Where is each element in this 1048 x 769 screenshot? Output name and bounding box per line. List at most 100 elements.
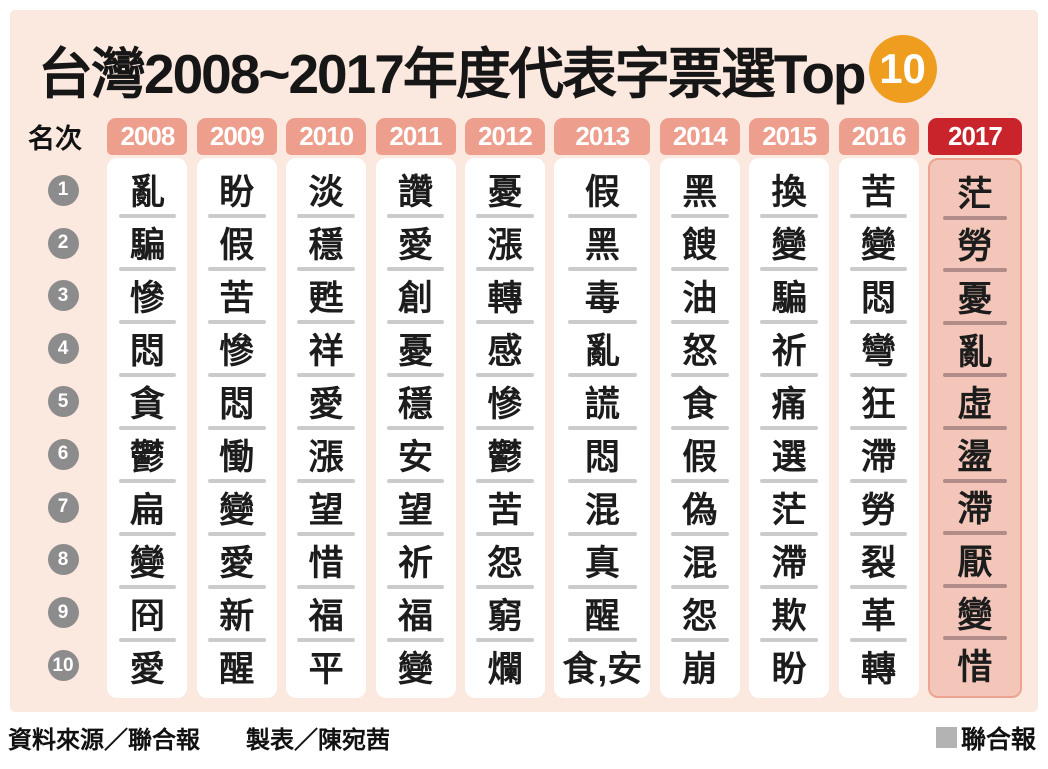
char-cell-2014-rank5: 食 xyxy=(660,375,740,430)
char-cell-2012-rank9: 窮 xyxy=(465,587,545,642)
char-cell-2011-rank8: 祈 xyxy=(376,534,456,589)
ranking-table: 名次 1 2 3 4 5 6 7 8 9 10 2008 亂騙慘悶貪鬱扁變冏愛 2009 盼假苦慘悶慟變… xyxy=(28,118,1022,698)
char-cell-2017-rank4: 亂 xyxy=(930,323,1020,377)
char-cell-2015-rank10: 盼 xyxy=(771,650,807,689)
char-cell-2015-rank7: 茫 xyxy=(749,481,829,536)
char-cell-2014-rank1: 黑 xyxy=(660,163,740,218)
char-cell-2016-rank1: 苦 xyxy=(839,163,919,218)
char-cell-2014-rank9: 怨 xyxy=(660,587,740,642)
rank-badge-2: 2 xyxy=(47,227,79,259)
char-cell-2012-rank7: 苦 xyxy=(465,481,545,536)
char-cell-2014-rank10: 崩 xyxy=(682,650,718,689)
char-cell-2011-rank5: 穩 xyxy=(376,375,456,430)
rank-badge-4: 4 xyxy=(47,333,79,365)
char-cell-2013-rank7: 混 xyxy=(554,481,650,536)
title-row: 台灣2008~2017年度代表字票選Top 10 xyxy=(38,32,1022,106)
credit-text: 製表／陳宛茜 xyxy=(246,727,390,754)
char-cell-2011-rank1: 讚 xyxy=(376,163,456,218)
char-cell-2015-rank4: 祈 xyxy=(749,322,829,377)
char-cell-2009-rank9: 新 xyxy=(197,587,277,642)
char-cell-2013-rank5: 謊 xyxy=(554,375,650,430)
char-cell-2008-rank6: 鬱 xyxy=(107,428,187,483)
char-cell-2009-rank4: 慘 xyxy=(197,322,277,377)
char-cell-2008-rank8: 變 xyxy=(107,534,187,589)
rank-cell: 2 xyxy=(28,217,98,270)
char-cell-2014-rank8: 混 xyxy=(660,534,740,589)
year-card-2014: 黑餿油怒食假偽混怨崩 xyxy=(659,158,740,698)
top10-badge: 10 xyxy=(868,35,937,103)
char-cell-2010-rank3: 甦 xyxy=(286,269,366,324)
char-cell-2016-rank10: 轉 xyxy=(861,650,897,689)
char-cell-2017-rank5: 虛 xyxy=(930,375,1020,430)
year-card-2011: 讚愛創憂穩安望祈福變 xyxy=(375,158,456,698)
char-cell-2015-rank1: 換 xyxy=(749,163,829,218)
year-card-2012: 憂漲轉感慘鬱苦怨窮爛 xyxy=(464,158,545,698)
char-cell-2013-rank6: 悶 xyxy=(554,428,650,483)
char-cell-2010-rank4: 祥 xyxy=(286,322,366,377)
rank-badge-8: 8 xyxy=(47,544,79,576)
char-cell-2013-rank1: 假 xyxy=(554,163,650,218)
rank-header: 名次 xyxy=(28,124,82,154)
year-tab-2010: 2010 xyxy=(286,118,367,155)
char-cell-2016-rank6: 滯 xyxy=(839,428,919,483)
char-cell-2012-rank10: 爛 xyxy=(487,650,523,689)
char-cell-2013-rank4: 亂 xyxy=(554,322,650,377)
char-cell-2010-rank5: 愛 xyxy=(286,375,366,430)
char-cell-2010-rank9: 福 xyxy=(286,587,366,642)
char-cell-2017-rank2: 勞 xyxy=(930,218,1020,272)
char-cell-2015-rank2: 變 xyxy=(749,216,829,271)
brand-square-icon xyxy=(935,727,957,748)
char-cell-2010-rank6: 漲 xyxy=(286,428,366,483)
char-cell-2016-rank4: 彎 xyxy=(839,322,919,377)
year-column-2015: 2015 換變騙祈痛選茫滯欺盼 xyxy=(749,118,830,698)
char-cell-2017-rank3: 憂 xyxy=(930,270,1020,325)
rank-cell: 6 xyxy=(28,428,98,481)
char-cell-2012-rank8: 怨 xyxy=(465,534,545,589)
footer: 資料來源／聯合報 製表／陳宛茜 聯合報 xyxy=(0,712,1048,769)
char-cell-2010-rank1: 淡 xyxy=(286,163,366,218)
year-card-2017: 茫勞憂亂虛盪滯厭變惜 xyxy=(927,158,1022,698)
char-cell-2008-rank5: 貪 xyxy=(107,375,187,430)
rank-badge-5: 5 xyxy=(47,386,79,418)
rank-badge-10: 10 xyxy=(47,650,79,682)
char-cell-2011-rank7: 望 xyxy=(376,481,456,536)
year-column-2017: 2017 茫勞憂亂虛盪滯厭變惜 xyxy=(927,118,1022,698)
char-cell-2013-rank9: 醒 xyxy=(554,587,650,642)
char-cell-2012-rank2: 漲 xyxy=(465,216,545,271)
char-cell-2015-rank8: 滯 xyxy=(749,534,829,589)
year-card-2008: 亂騙慘悶貪鬱扁變冏愛 xyxy=(107,158,188,698)
year-card-2013: 假黑毒亂謊悶混真醒食,安 xyxy=(554,158,651,698)
char-cell-2009-rank5: 悶 xyxy=(197,375,277,430)
rank-cell: 7 xyxy=(28,481,98,534)
year-tab-2014: 2014 xyxy=(659,118,740,155)
year-tab-2008: 2008 xyxy=(107,118,188,155)
year-column-2008: 2008 亂騙慘悶貪鬱扁變冏愛 xyxy=(107,118,188,698)
char-cell-2010-rank2: 穩 xyxy=(286,216,366,271)
char-cell-2013-rank8: 真 xyxy=(554,534,650,589)
char-cell-2011-rank9: 福 xyxy=(376,587,456,642)
char-cell-2016-rank9: 革 xyxy=(839,587,919,642)
char-cell-2016-rank7: 勞 xyxy=(839,481,919,536)
char-cell-2011-rank2: 愛 xyxy=(376,216,456,271)
char-cell-2012-rank5: 慘 xyxy=(465,375,545,430)
char-cell-2017-rank7: 滯 xyxy=(930,481,1020,535)
brand: 聯合報 xyxy=(935,720,1036,756)
char-cell-2016-rank3: 悶 xyxy=(839,269,919,324)
char-cell-2011-rank3: 創 xyxy=(376,269,456,324)
pink-panel: 台灣2008~2017年度代表字票選Top 10 名次 1 2 3 4 5 6 7 8 9 10 … xyxy=(10,10,1038,712)
char-cell-2016-rank5: 狂 xyxy=(839,375,919,430)
char-cell-2016-rank2: 變 xyxy=(839,216,919,271)
char-cell-2011-rank10: 變 xyxy=(398,650,434,689)
char-cell-2009-rank10: 醒 xyxy=(219,650,255,689)
char-cell-2014-rank6: 假 xyxy=(660,428,740,483)
year-tab-2012: 2012 xyxy=(464,118,545,155)
year-tab-2013: 2013 xyxy=(554,118,651,155)
char-cell-2015-rank3: 騙 xyxy=(749,269,829,324)
char-cell-2008-rank4: 悶 xyxy=(107,322,187,377)
char-cell-2008-rank9: 冏 xyxy=(107,587,187,642)
char-cell-2017-rank9: 變 xyxy=(930,586,1020,640)
char-cell-2008-rank3: 慘 xyxy=(107,269,187,324)
char-cell-2009-rank3: 苦 xyxy=(197,269,277,324)
rank-badge-7: 7 xyxy=(47,491,79,523)
